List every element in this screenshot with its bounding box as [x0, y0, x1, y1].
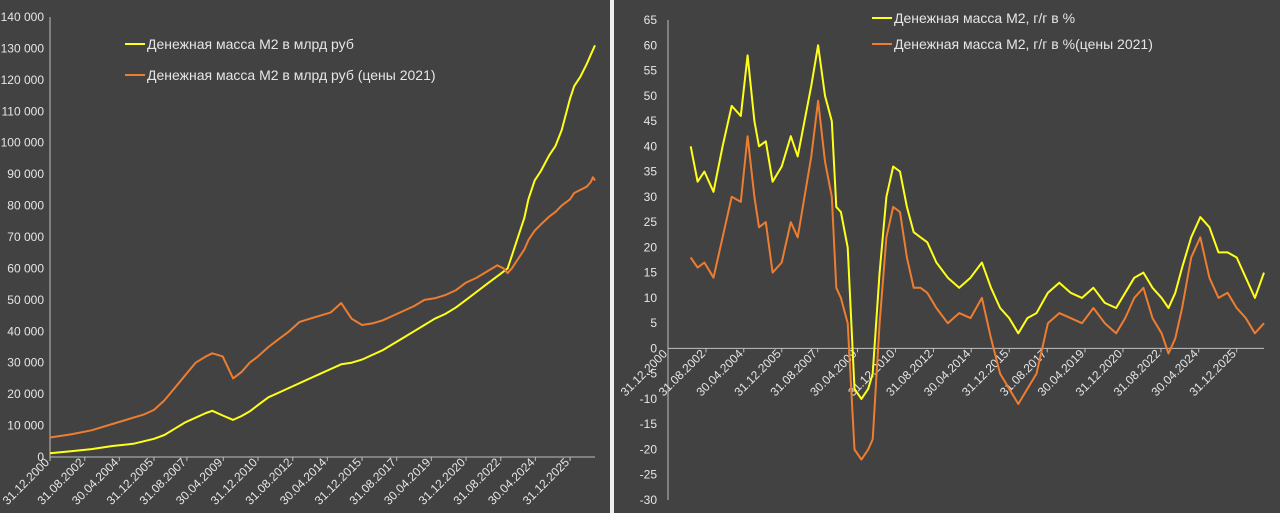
y-tick-label: 140 000	[1, 10, 45, 24]
y-tick-label: 0	[650, 341, 657, 355]
y-tick-label: 60 000	[7, 261, 44, 275]
y-tick-label: 20 000	[7, 387, 44, 401]
series-line-nominal	[49, 44, 596, 455]
panel-divider	[610, 0, 614, 513]
y-tick-label: -10	[640, 392, 658, 406]
y-tick-label: 50	[644, 89, 658, 103]
y-tick-label: 70 000	[7, 230, 44, 244]
y-tick-label: 25	[644, 215, 658, 229]
y-tick-label: 80 000	[7, 199, 44, 213]
y-tick-label: -15	[640, 417, 658, 431]
legend-label: Денежная масса М2, г/г в %	[894, 10, 1075, 26]
y-tick-label: 110 000	[2, 104, 45, 118]
y-tick-label: 10 000	[7, 419, 44, 433]
series-line-real-2021	[49, 176, 596, 439]
y-tick-label: 20	[644, 240, 658, 254]
y-tick-label: 90 000	[7, 167, 44, 181]
chart-m2-yoy: -30 -25 -20 -15 -10 -5 0 5 10 15 20 25 30 35 40 45 50 55 6…	[618, 10, 1265, 507]
y-tick-label: -5	[646, 367, 657, 381]
y-tick-label: 0	[37, 450, 44, 464]
legend-label: Денежная масса М2 в млрд руб (цены 2021)	[147, 67, 436, 83]
y-tick-label: -20	[640, 442, 658, 456]
chart-m2-level: 0 10 000 20 000 30 000 40 000 50 000 60 000 70 …	[0, 10, 596, 508]
y-tick-label: 30 000	[7, 356, 44, 370]
y-tick-label: 40 000	[7, 324, 44, 338]
series-line-real-2021	[689, 99, 1265, 461]
chart-panel-m2-level: 0 10 000 20 000 30 000 40 000 50 000 60 000 70 …	[0, 0, 610, 513]
y-tick-label: 40	[644, 139, 658, 153]
y-tick-label: 10	[644, 291, 658, 305]
y-tick-label: -30	[640, 493, 658, 507]
y-tick-label: 100 000	[1, 136, 45, 150]
legend-label: Денежная масса М2 в млрд руб	[147, 36, 354, 52]
y-tick-label: 65	[644, 13, 658, 27]
legend-label: Денежная масса М2, г/г в %(цены 2021)	[894, 36, 1153, 52]
y-tick-label: -25	[640, 468, 658, 482]
chart-panel-m2-yoy: -30 -25 -20 -15 -10 -5 0 5 10 15 20 25 30 35 40 45 50 55 6…	[614, 0, 1280, 513]
y-tick-label: 45	[644, 114, 658, 128]
y-tick-label: 55	[644, 64, 658, 78]
y-tick-label: 50 000	[7, 293, 44, 307]
y-tick-label: 30	[644, 190, 658, 204]
y-tick-label: 35	[644, 165, 658, 179]
y-tick-label: 130 000	[1, 41, 45, 55]
y-tick-label: 15	[644, 266, 658, 280]
y-tick-label: 120 000	[1, 73, 45, 87]
y-tick-label: 60	[644, 38, 658, 52]
series-line-nominal	[689, 44, 1265, 400]
y-tick-label: 5	[650, 316, 657, 330]
